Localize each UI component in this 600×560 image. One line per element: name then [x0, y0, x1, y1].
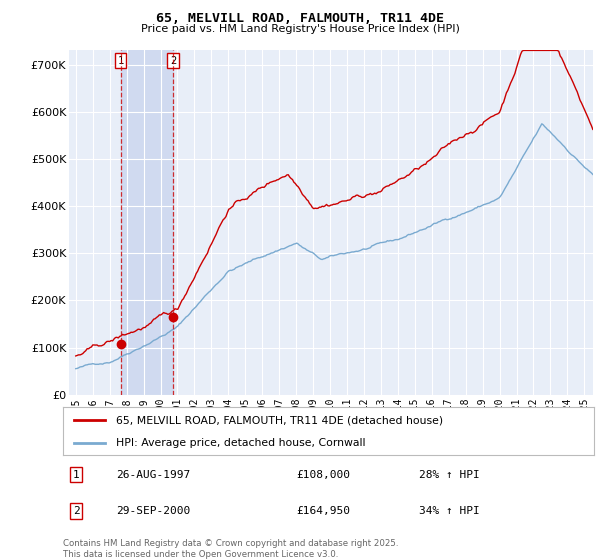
Text: Contains HM Land Registry data © Crown copyright and database right 2025.
This d: Contains HM Land Registry data © Crown c… — [63, 539, 398, 559]
Text: £108,000: £108,000 — [296, 470, 350, 479]
Text: HPI: Average price, detached house, Cornwall: HPI: Average price, detached house, Corn… — [116, 438, 365, 448]
Bar — [121, 50, 173, 395]
Text: 1: 1 — [118, 55, 124, 66]
Text: 34% ↑ HPI: 34% ↑ HPI — [419, 506, 479, 516]
Text: 2: 2 — [170, 55, 176, 66]
Text: 26-AUG-1997: 26-AUG-1997 — [116, 470, 190, 479]
Text: 1: 1 — [73, 470, 80, 479]
Text: £164,950: £164,950 — [296, 506, 350, 516]
Text: 28% ↑ HPI: 28% ↑ HPI — [419, 470, 479, 479]
Text: 65, MELVILL ROAD, FALMOUTH, TR11 4DE (detached house): 65, MELVILL ROAD, FALMOUTH, TR11 4DE (de… — [116, 416, 443, 426]
Text: 29-SEP-2000: 29-SEP-2000 — [116, 506, 190, 516]
Text: 2: 2 — [73, 506, 80, 516]
Text: Price paid vs. HM Land Registry's House Price Index (HPI): Price paid vs. HM Land Registry's House … — [140, 24, 460, 34]
Text: 65, MELVILL ROAD, FALMOUTH, TR11 4DE: 65, MELVILL ROAD, FALMOUTH, TR11 4DE — [156, 12, 444, 25]
